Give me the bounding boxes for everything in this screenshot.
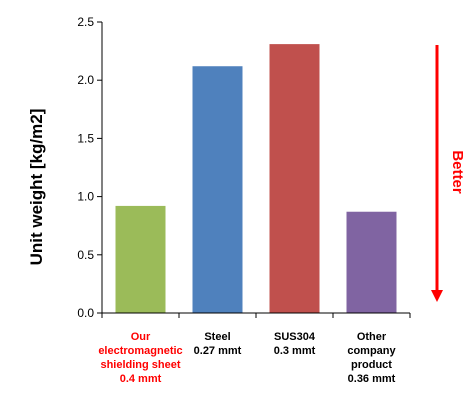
bar-1 xyxy=(115,205,166,313)
category-label-4-line-3: product xyxy=(351,359,392,371)
bar-3 xyxy=(269,44,320,314)
category-labels: Our electromagnetic shielding sheet 0.4 mmt… xyxy=(98,331,396,385)
bar-2 xyxy=(192,66,243,314)
category-label-4-line-4: 0.36 mmt xyxy=(348,373,396,385)
bar-4 xyxy=(346,211,397,313)
y-tick-label-0: 0.0 xyxy=(77,306,94,320)
category-label-2-line-2: 0.27 mmt xyxy=(194,345,242,357)
category-label-4-line-2: company xyxy=(347,345,396,357)
y-tick-label-3: 1.5 xyxy=(77,131,94,145)
axes-layer: 0.0 0.5 1.0 1.5 2.0 2.5 xyxy=(77,15,411,320)
y-tick-label-4: 2.0 xyxy=(77,73,94,87)
category-label-2-line-1: Steel xyxy=(204,331,230,343)
better-label: Better xyxy=(449,150,466,194)
category-label-1-line-3: shielding sheet xyxy=(100,359,180,371)
category-label-3-line-2: 0.3 mmt xyxy=(274,345,316,357)
y-tick-label-1: 0.5 xyxy=(77,248,94,262)
better-annotation: Better xyxy=(431,45,466,302)
y-tick-label-5: 2.5 xyxy=(77,15,94,29)
bars-layer xyxy=(115,44,397,314)
better-arrow-head xyxy=(431,290,443,302)
category-label-4-line-1: Other xyxy=(357,331,387,343)
y-axis-label: Unit weight [kg/m2] xyxy=(27,109,46,266)
y-tick-label-2: 1.0 xyxy=(77,190,94,204)
category-label-1-line-4: 0.4 mmt xyxy=(120,373,162,385)
category-label-1-line-2: electromagnetic xyxy=(98,345,182,357)
category-label-3-line-1: SUS304 xyxy=(274,331,316,343)
category-label-1-line-1: Our xyxy=(131,331,151,343)
